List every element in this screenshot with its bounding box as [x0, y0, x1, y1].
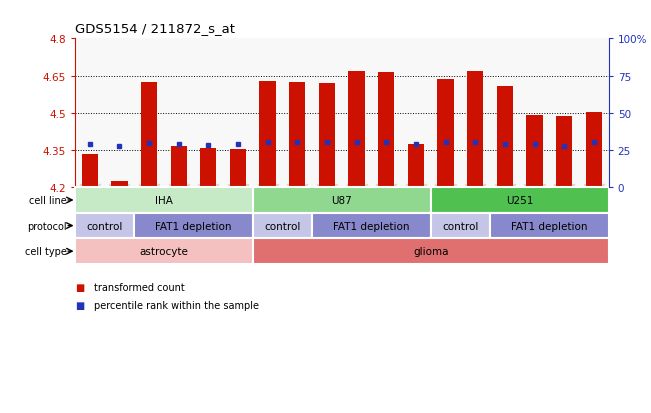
Bar: [467, 72, 484, 188]
Bar: [134, 213, 253, 239]
Bar: [253, 188, 431, 213]
Bar: [348, 71, 365, 188]
Bar: [319, 84, 335, 188]
Text: control: control: [264, 221, 301, 231]
Bar: [81, 154, 98, 188]
Text: control: control: [87, 221, 122, 231]
Text: GDS5154 / 211872_s_at: GDS5154 / 211872_s_at: [75, 22, 235, 35]
Bar: [586, 112, 602, 188]
Bar: [141, 83, 157, 188]
Text: transformed count: transformed count: [94, 282, 185, 292]
Text: control: control: [442, 221, 478, 231]
Bar: [497, 87, 513, 188]
Bar: [378, 73, 395, 188]
Bar: [75, 213, 134, 239]
Bar: [75, 239, 253, 264]
Bar: [111, 182, 128, 188]
Bar: [490, 213, 609, 239]
Bar: [431, 213, 490, 239]
Bar: [312, 213, 431, 239]
Text: cell type: cell type: [25, 247, 67, 256]
Text: FAT1 depletion: FAT1 depletion: [155, 221, 232, 231]
Text: U251: U251: [506, 195, 533, 206]
Text: cell line: cell line: [29, 195, 67, 206]
Text: protocol: protocol: [27, 221, 67, 231]
Bar: [171, 147, 187, 188]
Bar: [431, 188, 609, 213]
Text: FAT1 depletion: FAT1 depletion: [333, 221, 409, 231]
Bar: [230, 150, 246, 188]
Bar: [437, 80, 454, 188]
Bar: [527, 116, 543, 188]
Text: astrocyte: astrocyte: [139, 247, 188, 256]
Text: ■: ■: [75, 282, 84, 292]
Bar: [75, 188, 253, 213]
Text: FAT1 depletion: FAT1 depletion: [511, 221, 588, 231]
Text: glioma: glioma: [413, 247, 449, 256]
Bar: [289, 83, 305, 188]
Bar: [200, 148, 217, 188]
Bar: [260, 81, 276, 188]
Bar: [253, 213, 312, 239]
Bar: [253, 239, 609, 264]
Bar: [408, 145, 424, 188]
Text: IHA: IHA: [155, 195, 173, 206]
Text: percentile rank within the sample: percentile rank within the sample: [94, 301, 259, 311]
Text: U87: U87: [331, 195, 352, 206]
Text: ■: ■: [75, 301, 84, 311]
Bar: [556, 117, 572, 188]
